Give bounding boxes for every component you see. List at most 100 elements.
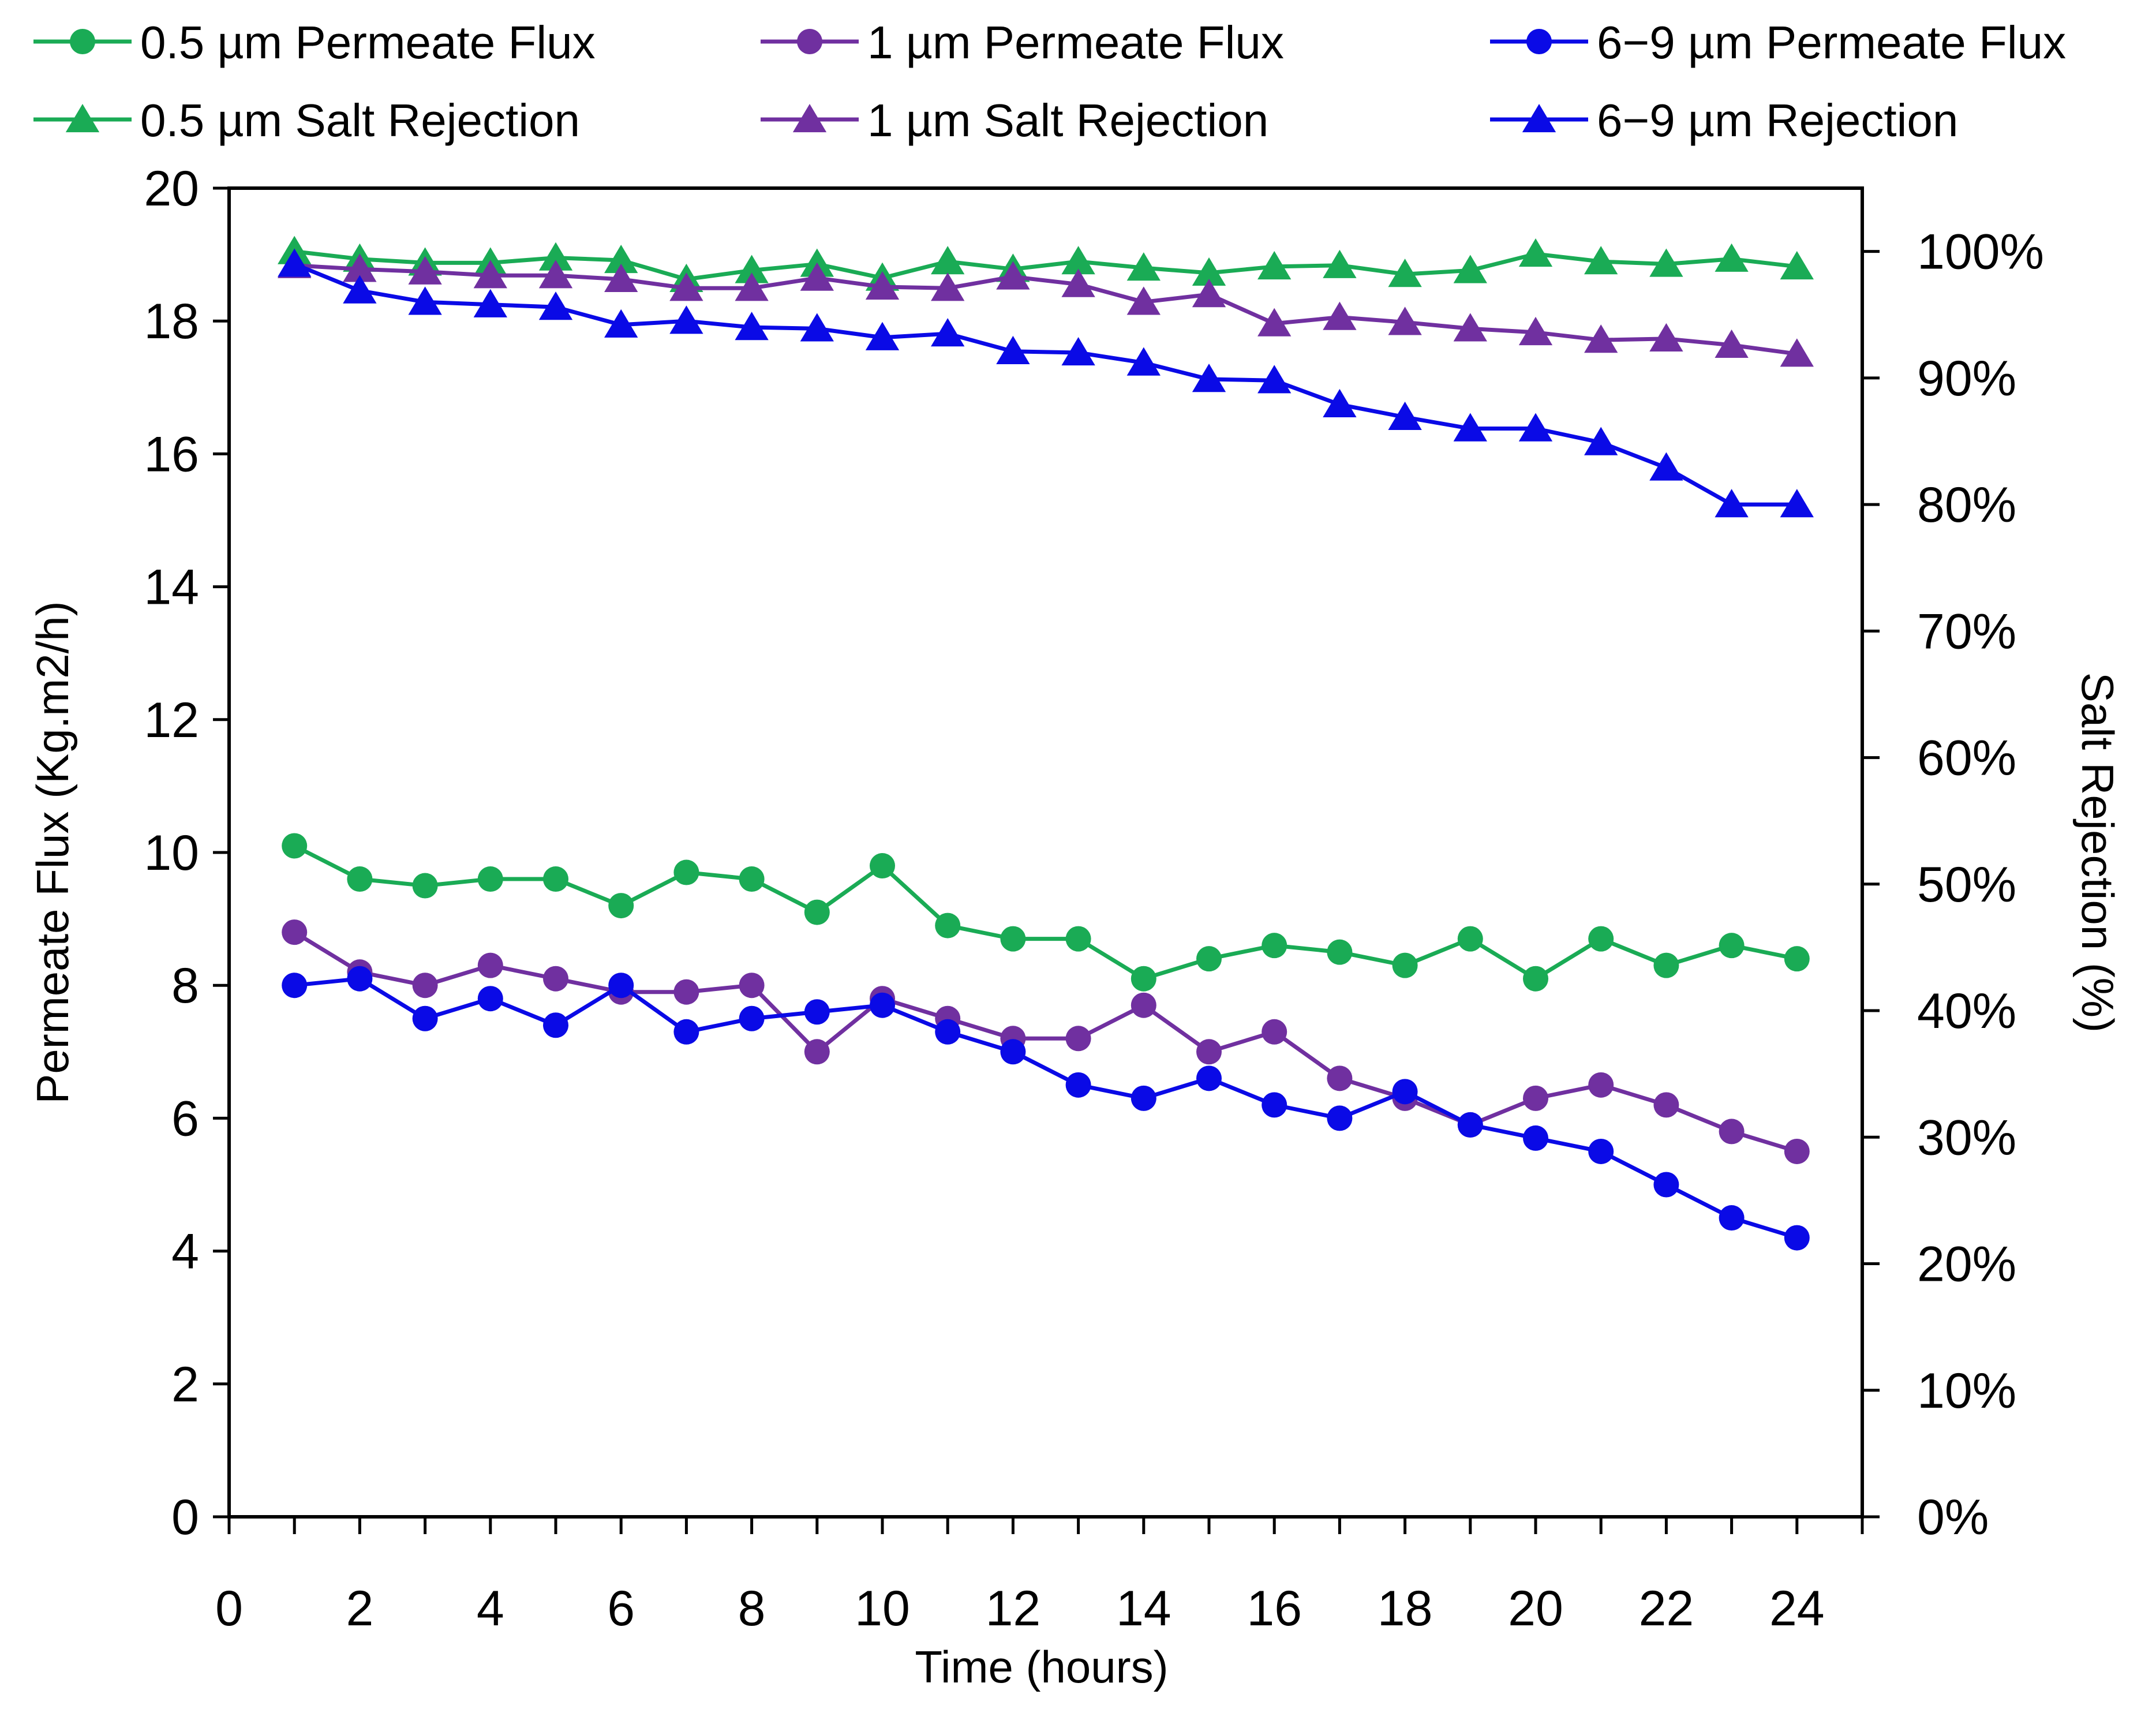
data-point: [1192, 257, 1226, 286]
data-point: [1196, 1065, 1222, 1091]
data-point: [1065, 926, 1091, 952]
data-point: [1126, 252, 1161, 281]
data-point: [735, 272, 769, 301]
data-point: [1649, 248, 1683, 277]
data-point: [1715, 243, 1749, 272]
y2-tick-label: 90%: [1917, 351, 2016, 406]
data-point: [1388, 259, 1422, 287]
data-point: [412, 873, 438, 899]
y-tick-label: 6: [171, 1091, 199, 1146]
data-point: [1457, 1112, 1483, 1138]
legend-label: 6−9 µm Permeate Flux: [1597, 17, 2066, 68]
data-point: [669, 272, 703, 301]
data-point: [1719, 933, 1745, 959]
data-point: [538, 242, 573, 271]
data-point: [739, 973, 765, 999]
data-point: [1780, 338, 1814, 367]
y-axis-title: Permeate Flux (Kg.m2/h): [27, 601, 78, 1104]
data-point: [1257, 250, 1292, 280]
y-tick-label: 2: [171, 1357, 199, 1412]
data-point: [1061, 337, 1095, 366]
x-axis-title: Time (hours): [915, 1641, 1168, 1692]
data-point: [412, 1005, 438, 1031]
legend-swatch-marker: [1522, 104, 1556, 133]
legend: 0.5 µm Permeate Flux 1 µm Permeate Flux 6−…: [33, 17, 2066, 146]
series-layer: [278, 235, 1814, 1251]
y2-tick-label: 20%: [1917, 1237, 2016, 1292]
data-point: [408, 286, 442, 315]
legend-label: 1 µm Salt Rejection: [867, 95, 1268, 146]
data-point: [1323, 388, 1357, 418]
data-point: [1131, 992, 1156, 1018]
data-point: [1584, 427, 1618, 455]
series-1: [282, 833, 1810, 992]
data-point: [604, 309, 638, 338]
series-line: [294, 977, 1798, 1240]
data-point: [1649, 452, 1683, 481]
data-point: [739, 866, 765, 892]
data-point: [1392, 952, 1418, 978]
series-line: [293, 844, 1798, 981]
data-point: [1584, 246, 1618, 275]
data-point: [870, 992, 895, 1018]
x-tick-label: 4: [477, 1581, 504, 1636]
data-point: [735, 312, 769, 341]
data-point: [543, 966, 568, 992]
data-point: [473, 289, 507, 317]
data-point: [1523, 966, 1548, 992]
x-tick-label: 14: [1116, 1581, 1171, 1636]
data-point: [1196, 1039, 1222, 1065]
data-point: [1715, 489, 1749, 518]
data-point: [477, 866, 503, 892]
data-point: [604, 263, 638, 292]
x-tick-label: 18: [1378, 1581, 1433, 1636]
data-point: [608, 893, 634, 919]
data-point: [543, 866, 568, 892]
data-point: [1192, 364, 1226, 392]
data-point: [1061, 246, 1095, 275]
data-point: [1453, 255, 1487, 283]
y-tick-label: 10: [144, 825, 199, 881]
data-point: [1388, 306, 1422, 335]
data-point: [1780, 489, 1814, 518]
data-point: [1262, 933, 1287, 959]
data-point: [477, 952, 503, 978]
y-axis-left: 0 2 4 6 8 10 12 14 16 18 20: [144, 161, 229, 1545]
data-point: [1584, 324, 1618, 353]
x-tick-label: 20: [1508, 1581, 1563, 1636]
legend-swatch-marker: [792, 104, 827, 133]
x-tick-label: 12: [986, 1581, 1041, 1636]
data-point: [1518, 238, 1553, 267]
data-point: [1000, 1039, 1026, 1065]
data-point: [1392, 1079, 1418, 1105]
y2-tick-label: 30%: [1917, 1110, 2016, 1165]
data-point: [673, 979, 699, 1005]
data-point: [1262, 1092, 1287, 1118]
x-tick-label: 0: [215, 1581, 243, 1636]
data-point: [343, 275, 377, 304]
data-point: [1257, 365, 1292, 394]
data-point: [800, 313, 834, 342]
data-point: [408, 256, 442, 285]
data-point: [1000, 926, 1026, 952]
series-4: [278, 235, 1814, 292]
legend-item: 1 µm Salt Rejection: [761, 95, 1268, 146]
data-point: [473, 260, 507, 289]
data-point: [1518, 413, 1553, 442]
x-tick-label: 8: [738, 1581, 766, 1636]
data-point: [1323, 301, 1357, 330]
data-point: [1588, 1138, 1614, 1164]
legend-item: 6−9 µm Rejection: [1490, 95, 1958, 146]
data-point: [865, 321, 900, 350]
data-point: [800, 262, 834, 291]
legend-item: 6−9 µm Permeate Flux: [1490, 17, 2066, 68]
data-point: [1784, 946, 1810, 972]
data-point: [1780, 250, 1814, 280]
data-point: [1192, 279, 1226, 308]
series-2: [282, 919, 1810, 1164]
data-point: [1523, 1125, 1548, 1151]
data-point: [278, 248, 312, 277]
data-point: [1649, 323, 1683, 352]
series-line: [293, 262, 1797, 507]
